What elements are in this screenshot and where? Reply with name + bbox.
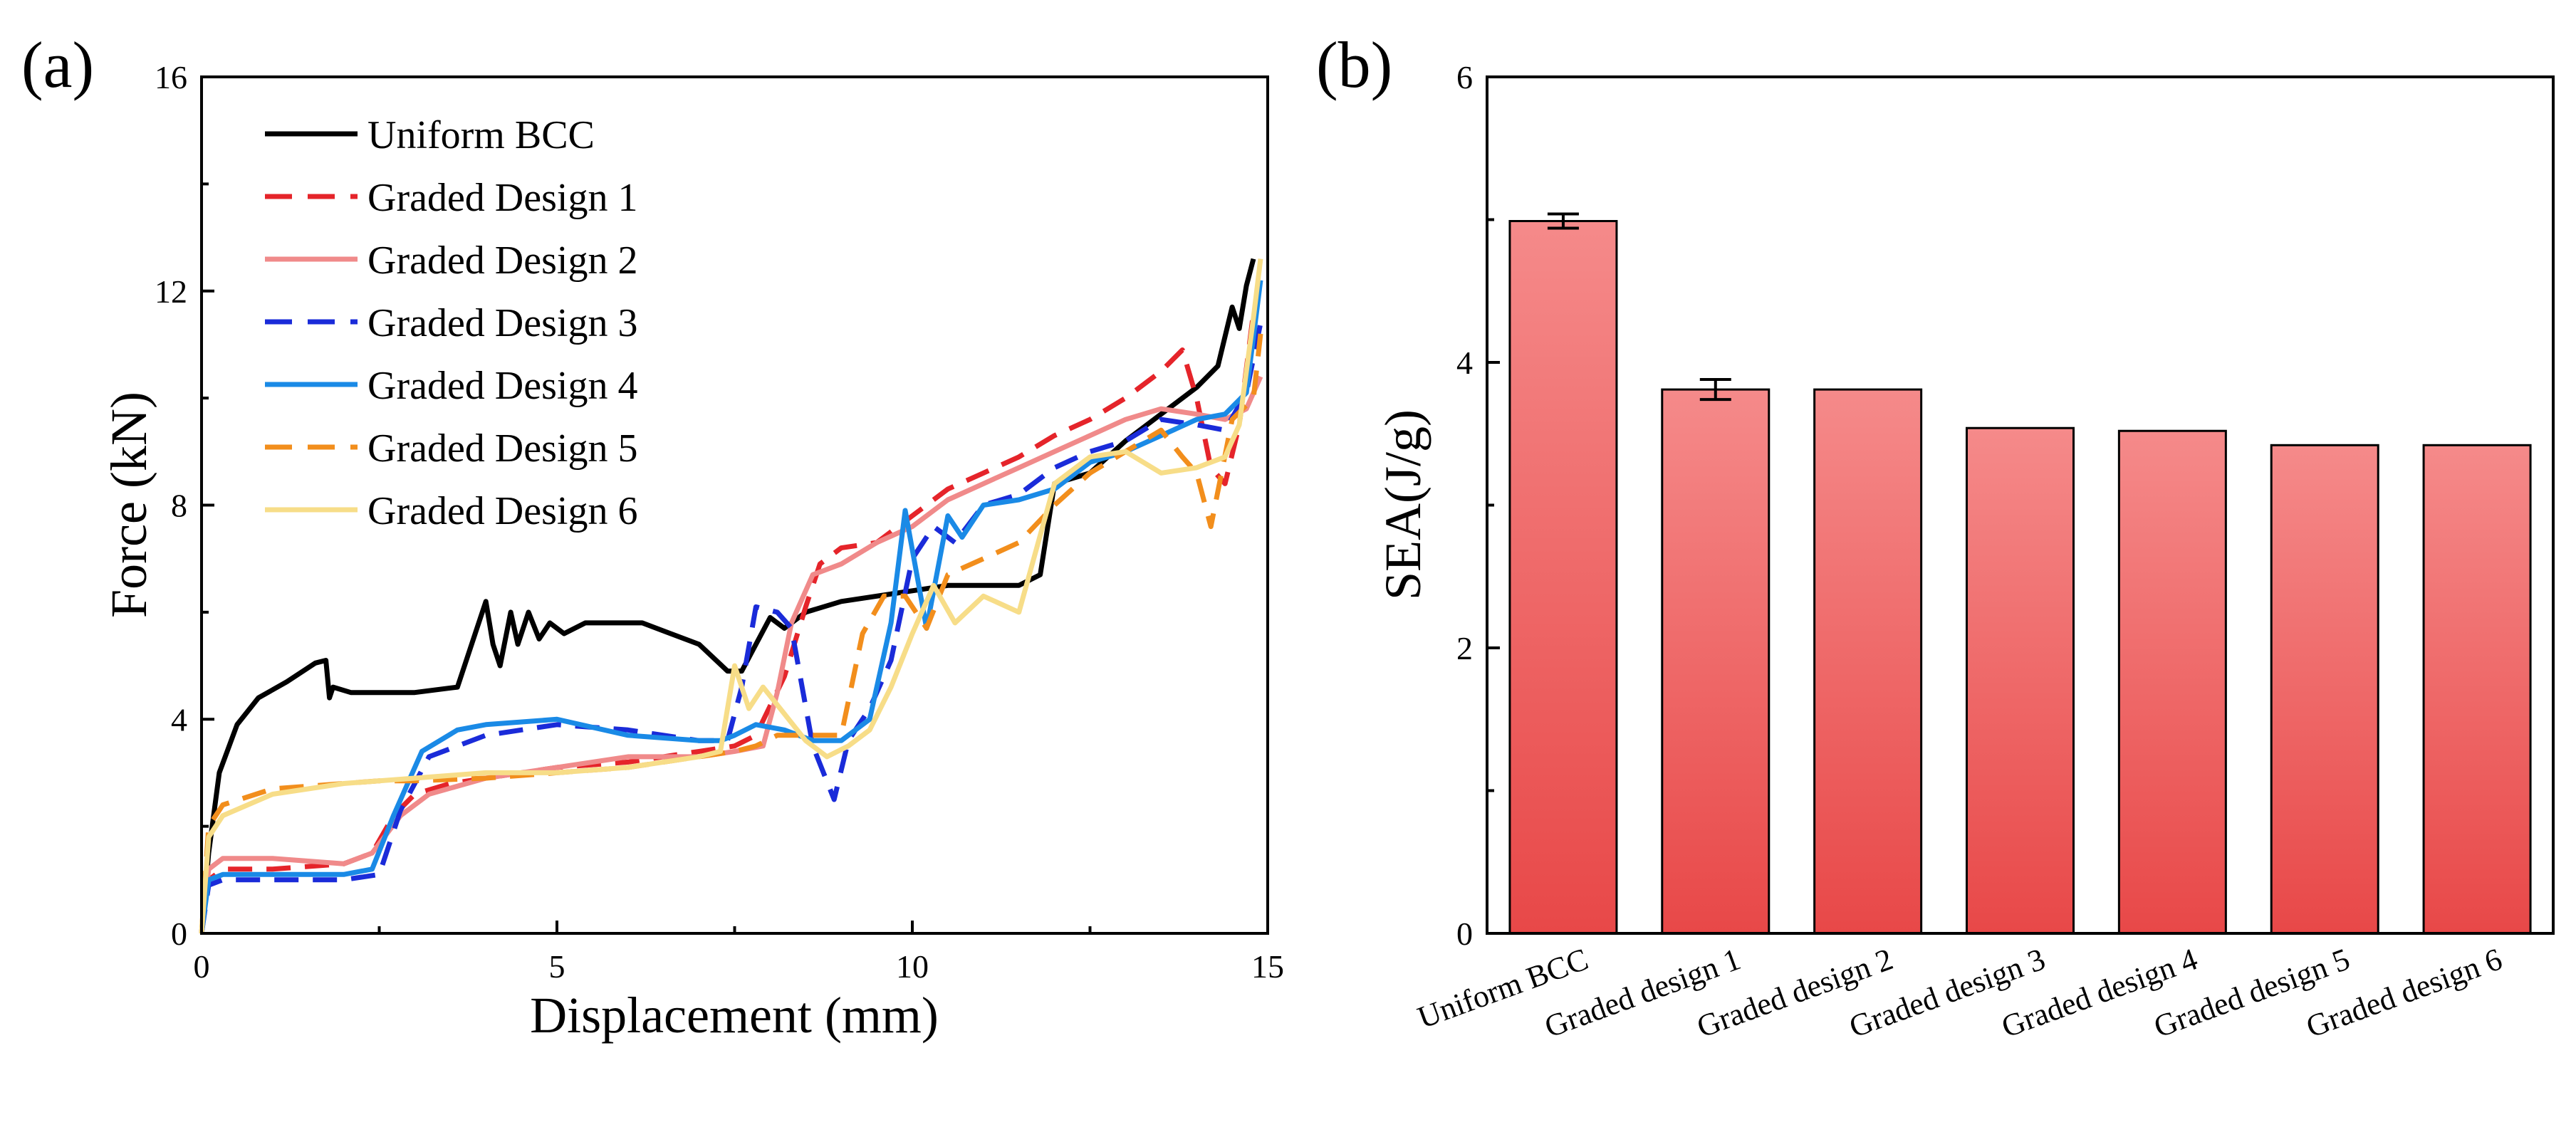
series-line-4 — [199, 323, 1263, 934]
panel-label-b: (b) — [1316, 28, 1392, 101]
bar-4 — [1966, 426, 2075, 935]
legend-label-6: Graded Design 5 — [367, 426, 637, 471]
legend-label-3: Graded Design 2 — [367, 239, 637, 283]
series-line-7 — [199, 258, 1263, 934]
series-line-3 — [199, 375, 1263, 934]
y-tick-label-a: 0 — [171, 916, 187, 952]
bar-5 — [2117, 429, 2227, 935]
y-tick-label-a: 8 — [171, 488, 187, 524]
bar-1 — [1508, 220, 1618, 935]
x-tick-label-a: 10 — [896, 948, 929, 985]
series-line-2 — [199, 312, 1256, 934]
x-axis-title-a: Displacement (mm) — [530, 987, 939, 1044]
bar-2 — [1661, 388, 1771, 935]
line-chart-panel: (a) 0 5 10 15 0 4 8 12 16 Uniform BCC Graded Desi… — [21, 28, 1284, 1044]
y-tick-label-b: 4 — [1456, 345, 1473, 381]
legend-label-7: Graded Design 6 — [367, 489, 637, 533]
y-tick-label-a: 12 — [155, 273, 187, 310]
panel-label-a: (a) — [21, 28, 94, 101]
bar-6 — [2270, 444, 2379, 935]
series-line-1 — [199, 258, 1256, 934]
y-tick-label-b: 0 — [1456, 916, 1473, 952]
legend-label-4: Graded Design 3 — [367, 301, 637, 345]
series-line-5 — [199, 280, 1263, 934]
x-tick-label-a: 0 — [194, 948, 210, 985]
axis-ticks-a: 0 5 10 15 0 4 8 12 16 — [155, 59, 1284, 985]
x-tick-label-a: 5 — [549, 948, 565, 985]
line-series-group — [199, 258, 1263, 934]
y-tick-label-a: 16 — [155, 59, 187, 95]
legend-label-1: Uniform BCC — [367, 113, 595, 157]
series-line-6 — [199, 333, 1263, 934]
bar-7 — [2422, 444, 2532, 935]
bar-3 — [1813, 388, 1923, 935]
legend: Uniform BCC Graded Design 1 Graded Design … — [265, 113, 637, 533]
plot-frame-a — [200, 75, 1269, 935]
legend-label-5: Graded Design 4 — [367, 364, 637, 408]
y-axis-title-a: Force (kN) — [100, 392, 157, 618]
axis-ticks-b: 0 2 4 6 — [1456, 59, 1500, 952]
y-tick-label-b: 2 — [1456, 630, 1473, 666]
x-tick-label-a: 15 — [1251, 948, 1284, 985]
y-tick-label-b: 6 — [1456, 59, 1473, 95]
y-tick-label-a: 4 — [171, 701, 187, 738]
legend-label-2: Graded Design 1 — [367, 176, 637, 220]
y-axis-title-b: SEA(J/g) — [1375, 409, 1432, 600]
